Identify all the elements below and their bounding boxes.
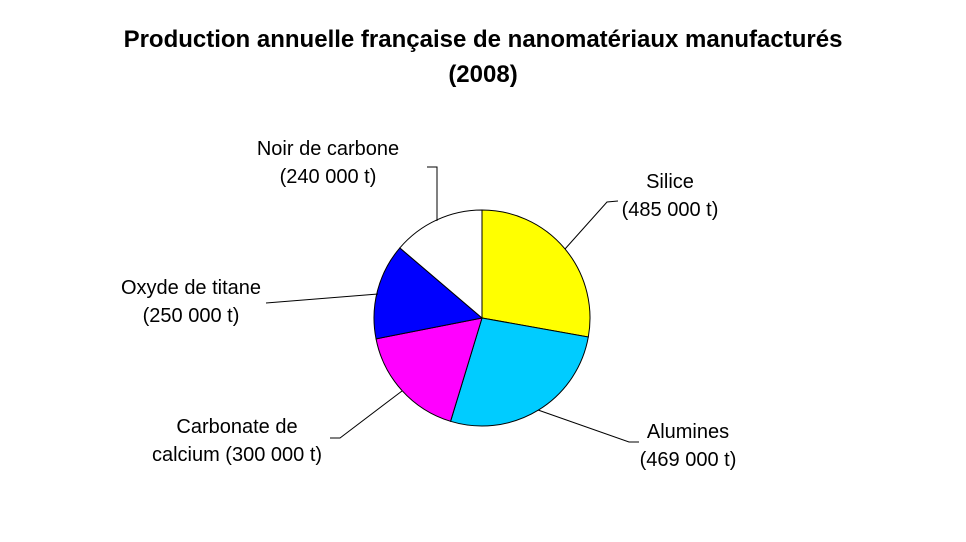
callout-carbonate-de-calcium: Carbonate de calcium (300 000 t) <box>127 413 347 469</box>
callout-noir-de-carbone: Noir de carbone (240 000 t) <box>218 135 438 191</box>
chart-title-line2: (2008) <box>448 61 518 88</box>
callout-silice: Silice (485 000 t) <box>560 168 780 224</box>
callout-carbonate-de-calcium-amount: calcium (300 000 t) <box>151 444 323 466</box>
pie-wedges <box>373 209 591 427</box>
callout-alumines-amount: (469 000 t) <box>639 449 737 471</box>
pie-slice-oxyde-de-titane <box>373 247 484 340</box>
chart-title: Production annuelle française de nanomat… <box>0 22 966 92</box>
callout-noir-de-carbone-amount: (240 000 t) <box>279 166 377 188</box>
callout-noir-de-carbone-name: Noir de carbone <box>256 138 400 160</box>
callout-alumines: Alumines (469 000 t) <box>578 418 798 474</box>
callout-oxyde-de-titane-amount: (250 000 t) <box>142 305 240 327</box>
callout-oxyde-de-titane: Oxyde de titane (250 000 t) <box>81 274 301 330</box>
leader-line-noir-de-carbone <box>427 166 438 221</box>
leader-line-alumines <box>537 409 639 443</box>
pie-slice-silice <box>481 209 591 338</box>
callout-carbonate-de-calcium-name: Carbonate de <box>176 416 298 438</box>
leader-line-silice <box>564 200 619 250</box>
leader-line-oxyde-de-titane <box>265 293 379 304</box>
callout-silice-name: Silice <box>646 171 694 193</box>
pie-slice-carbonate-de-calcium <box>375 317 483 422</box>
chart-title-line1: Production annuelle française de nanomat… <box>123 26 843 53</box>
callout-silice-amount: (485 000 t) <box>621 199 719 221</box>
callout-alumines-name: Alumines <box>646 421 730 443</box>
leader-line-carbonate <box>330 390 403 439</box>
leader-lines <box>265 166 639 443</box>
callout-oxyde-de-titane-name: Oxyde de titane <box>120 277 262 299</box>
